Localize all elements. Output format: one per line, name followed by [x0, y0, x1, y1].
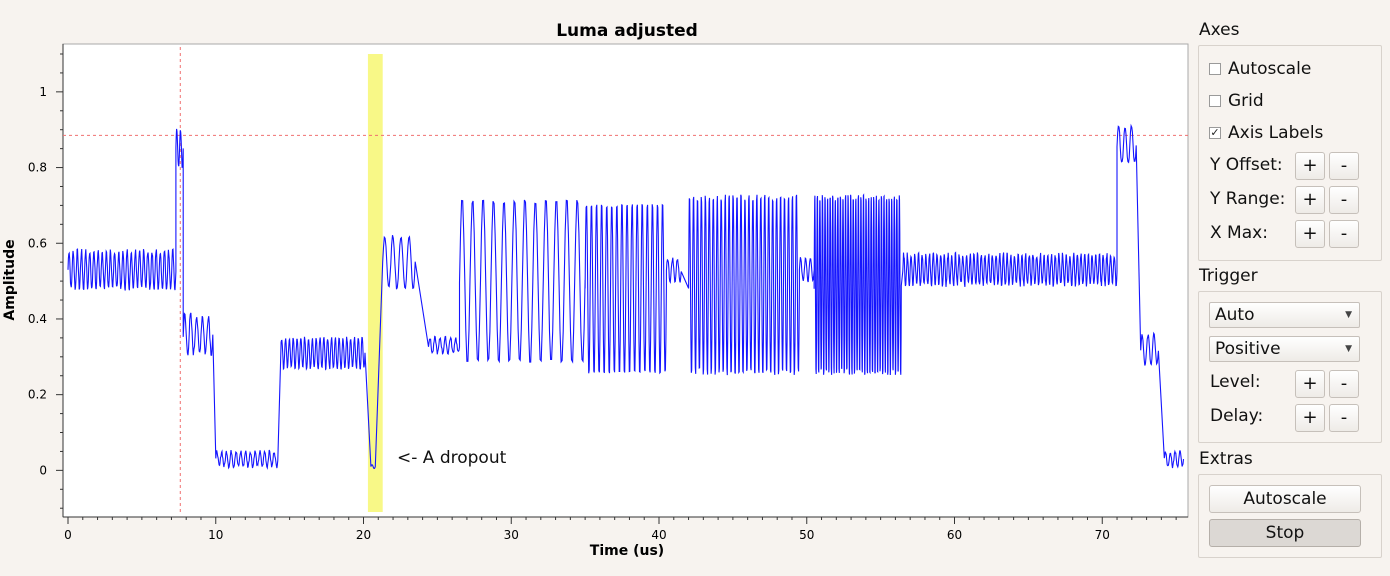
- y-range-label: Y Range:: [1210, 189, 1286, 209]
- trigger-delay-minus-button[interactable]: -: [1329, 404, 1359, 432]
- trigger-level-label: Level:: [1210, 372, 1261, 392]
- trigger-delay-label: Delay:: [1210, 406, 1264, 426]
- x-tick-label: 70: [1095, 528, 1110, 542]
- trigger-level-minus-button[interactable]: -: [1329, 370, 1359, 398]
- extras-group-title: Extras: [1199, 449, 1253, 469]
- chevron-down-icon: ▼: [1345, 310, 1352, 320]
- y-offset-minus-button[interactable]: -: [1329, 152, 1359, 180]
- y-range-plus-button[interactable]: +: [1295, 186, 1325, 214]
- trigger-slope-value: Positive: [1215, 339, 1281, 359]
- control-panel: Axes Autoscale Grid ✓ Axis Labels Y Offs…: [1192, 0, 1390, 576]
- grid-checkbox[interactable]: [1209, 95, 1221, 107]
- chevron-down-icon: ▼: [1345, 344, 1352, 354]
- y-tick-label: 0.4: [28, 312, 47, 326]
- trigger-slope-select[interactable]: Positive ▼: [1209, 336, 1360, 362]
- x-tick-label: 60: [947, 528, 962, 542]
- axis-labels-checkbox[interactable]: ✓: [1209, 126, 1221, 139]
- trigger-group: Auto ▼ Positive ▼ Level: + - Delay: + -: [1198, 291, 1382, 443]
- trigger-mode-value: Auto: [1215, 305, 1255, 325]
- axes-group-title: Axes: [1199, 20, 1240, 40]
- trigger-level-plus-button[interactable]: +: [1295, 370, 1325, 398]
- y-offset-label: Y Offset:: [1210, 155, 1283, 175]
- grid-checkbox-label: Grid: [1228, 91, 1264, 111]
- trigger-mode-select[interactable]: Auto ▼: [1209, 302, 1360, 328]
- x-tick-label: 20: [356, 528, 371, 542]
- dropout-highlight: [367, 54, 383, 512]
- y-range-minus-button[interactable]: -: [1329, 186, 1359, 214]
- x-max-minus-button[interactable]: -: [1329, 220, 1359, 248]
- autoscale-checkbox-row[interactable]: Autoscale: [1209, 58, 1311, 80]
- grid-checkbox-row[interactable]: Grid: [1209, 90, 1264, 112]
- y-tick-label: 0.6: [28, 236, 47, 250]
- x-max-label: X Max:: [1210, 223, 1268, 243]
- axis-labels-checkbox-label: Axis Labels: [1228, 123, 1324, 143]
- y-tick-label: 1: [39, 85, 47, 99]
- plot-title: Luma adjusted: [556, 21, 698, 41]
- plot-area[interactable]: Luma adjusted 0 10 20 30 40 50 60 70 0 0.2 0.4 0.6 0…: [0, 0, 1192, 576]
- x-axis-label: Time (us): [590, 543, 664, 559]
- plot-canvas[interactable]: Luma adjusted 0 10 20 30 40 50 60 70 0 0.2 0.4 0.6 0…: [0, 0, 1192, 576]
- y-tick-label: 0.8: [28, 161, 47, 175]
- x-tick-label: 10: [208, 528, 223, 542]
- luma-waveform: [67, 123, 1185, 470]
- y-axis-label: Amplitude: [2, 239, 18, 320]
- y-offset-plus-button[interactable]: +: [1295, 152, 1325, 180]
- stop-button[interactable]: Stop: [1209, 519, 1361, 547]
- extras-group: Autoscale Stop: [1198, 474, 1382, 558]
- x-tick-label: 40: [651, 528, 666, 542]
- x-max-plus-button[interactable]: +: [1295, 220, 1325, 248]
- trigger-delay-plus-button[interactable]: +: [1295, 404, 1325, 432]
- autoscale-checkbox[interactable]: [1209, 63, 1221, 75]
- dropout-annotation: <- A dropout: [397, 448, 507, 468]
- autoscale-button[interactable]: Autoscale: [1209, 485, 1361, 513]
- trigger-group-title: Trigger: [1199, 266, 1258, 286]
- autoscale-checkbox-label: Autoscale: [1228, 59, 1312, 79]
- x-tick-label: 50: [799, 528, 814, 542]
- axis-labels-checkbox-row[interactable]: ✓ Axis Labels: [1209, 122, 1323, 144]
- y-tick-label: 0: [39, 463, 47, 477]
- x-tick-label: 0: [64, 528, 72, 542]
- y-tick-label: 0.2: [28, 388, 47, 402]
- x-tick-label: 30: [504, 528, 519, 542]
- axes-group: Autoscale Grid ✓ Axis Labels Y Offset: +…: [1198, 45, 1382, 261]
